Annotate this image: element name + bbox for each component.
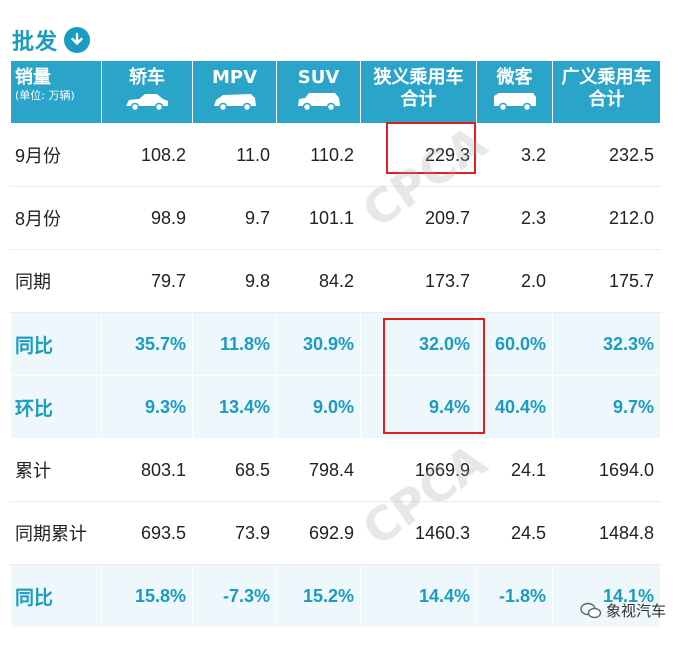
table-cell: 11.8% <box>192 312 277 376</box>
table-cell: 30.9% <box>276 312 361 376</box>
table-cell: 13.4% <box>192 375 277 439</box>
table-cell: 14.1% <box>552 564 661 628</box>
table-cell: 32.3% <box>552 312 661 376</box>
table-cell: 1694.0 <box>552 438 661 502</box>
table-header-row: 销量 (单位: 万辆) 轿车 MPV SUV <box>10 60 661 124</box>
table-cell: 15.2% <box>276 564 361 628</box>
table-row: 8月份 98.9 9.7 101.1 209.7 2.3 212.0 <box>10 186 661 250</box>
table-cell: 1484.8 <box>552 501 661 565</box>
table-cell: 79.7 <box>101 249 193 313</box>
table-row: 同期累计 693.5 73.9 692.9 1460.3 24.5 1484.8 <box>10 501 661 565</box>
table-row: 9月份 108.2 11.0 110.2 229.3 3.2 232.5 <box>10 123 661 187</box>
table-row: 累计 803.1 68.5 798.4 1669.9 24.1 1694.0 <box>10 438 661 502</box>
header-sedan: 轿车 <box>101 60 193 124</box>
header-first-sub: (单位: 万辆) <box>15 89 75 102</box>
minivan-icon <box>493 93 536 112</box>
section-title: 批发 <box>12 22 91 58</box>
row-label: 9月份 <box>10 123 102 187</box>
table-cell: 35.7% <box>101 312 193 376</box>
header-first-label: 销量 <box>15 67 51 88</box>
table-cell: 232.5 <box>552 123 661 187</box>
row-label: 同比 <box>10 564 102 628</box>
row-label: 累计 <box>10 438 102 502</box>
table-cell: 798.4 <box>276 438 361 502</box>
table-cell: 68.5 <box>192 438 277 502</box>
table-cell: 9.4% <box>360 375 477 439</box>
table-cell: 9.7 <box>192 186 277 250</box>
table-row: 同比 15.8% -7.3% 15.2% 14.4% -1.8% 14.1% <box>10 564 661 628</box>
table-cell: 212.0 <box>552 186 661 250</box>
row-label: 同期累计 <box>10 501 102 565</box>
table-cell: 173.7 <box>360 249 477 313</box>
table-cell: -7.3% <box>192 564 277 628</box>
table-cell: 692.9 <box>276 501 361 565</box>
table-cell: 803.1 <box>101 438 193 502</box>
row-label: 同期 <box>10 249 102 313</box>
table-cell: 1460.3 <box>360 501 477 565</box>
table-cell: 32.0% <box>360 312 477 376</box>
table-cell: -1.8% <box>476 564 553 628</box>
table-cell: 84.2 <box>276 249 361 313</box>
table-cell: 229.3 <box>360 123 477 187</box>
table-cell: 2.0 <box>476 249 553 313</box>
table-cell: 9.3% <box>101 375 193 439</box>
header-units: 销量 (单位: 万辆) <box>10 60 102 124</box>
row-label: 环比 <box>10 375 102 439</box>
table-cell: 24.5 <box>476 501 553 565</box>
wechat-icon <box>580 602 602 618</box>
sales-table: 销量 (单位: 万辆) 轿车 MPV SUV <box>10 60 661 628</box>
table-row: 同比 35.7% 11.8% 30.9% 32.0% 60.0% 32.3% <box>10 312 661 376</box>
table-cell: 9.0% <box>276 375 361 439</box>
table-cell: 40.4% <box>476 375 553 439</box>
highlight-box-growth-total <box>383 318 485 434</box>
highlight-box-sept-total <box>386 122 476 174</box>
download-arrow-icon[interactable] <box>64 27 91 53</box>
header-narrow-total: 狭义乘用车合计 <box>360 60 477 124</box>
table-cell: 73.9 <box>192 501 277 565</box>
header-broad-total: 广义乘用车合计 <box>552 60 661 124</box>
table-cell: 9.7% <box>552 375 661 439</box>
row-label: 同比 <box>10 312 102 376</box>
table-cell: 175.7 <box>552 249 661 313</box>
table-cell: 693.5 <box>101 501 193 565</box>
table-cell: 9.8 <box>192 249 277 313</box>
sedan-icon <box>126 94 168 112</box>
table-cell: 1669.9 <box>360 438 477 502</box>
table-cell: 24.1 <box>476 438 553 502</box>
table-cell: 98.9 <box>101 186 193 250</box>
title-text: 批发 <box>12 30 59 55</box>
table-cell: 108.2 <box>101 123 193 187</box>
header-suv: SUV <box>276 60 361 124</box>
table-row: 环比 9.3% 13.4% 9.0% 9.4% 40.4% 9.7% <box>10 375 661 439</box>
wechat-account-name: 象视汽车 <box>605 602 666 620</box>
table-cell: 60.0% <box>476 312 553 376</box>
table-cell: 14.4% <box>360 564 477 628</box>
table-cell: 101.1 <box>276 186 361 250</box>
suv-icon <box>297 93 340 112</box>
table-row: 同期 79.7 9.8 84.2 173.7 2.0 175.7 <box>10 249 661 313</box>
table-cell: 15.8% <box>101 564 193 628</box>
table-cell: 2.3 <box>476 186 553 250</box>
table-cell: 11.0 <box>192 123 277 187</box>
header-minivan: 微客 <box>476 60 553 124</box>
header-mpv: MPV <box>192 60 277 124</box>
wechat-badge: 象视汽车 <box>580 600 666 621</box>
table-cell: 110.2 <box>276 123 361 187</box>
mpv-icon <box>213 94 256 112</box>
row-label: 8月份 <box>10 186 102 250</box>
